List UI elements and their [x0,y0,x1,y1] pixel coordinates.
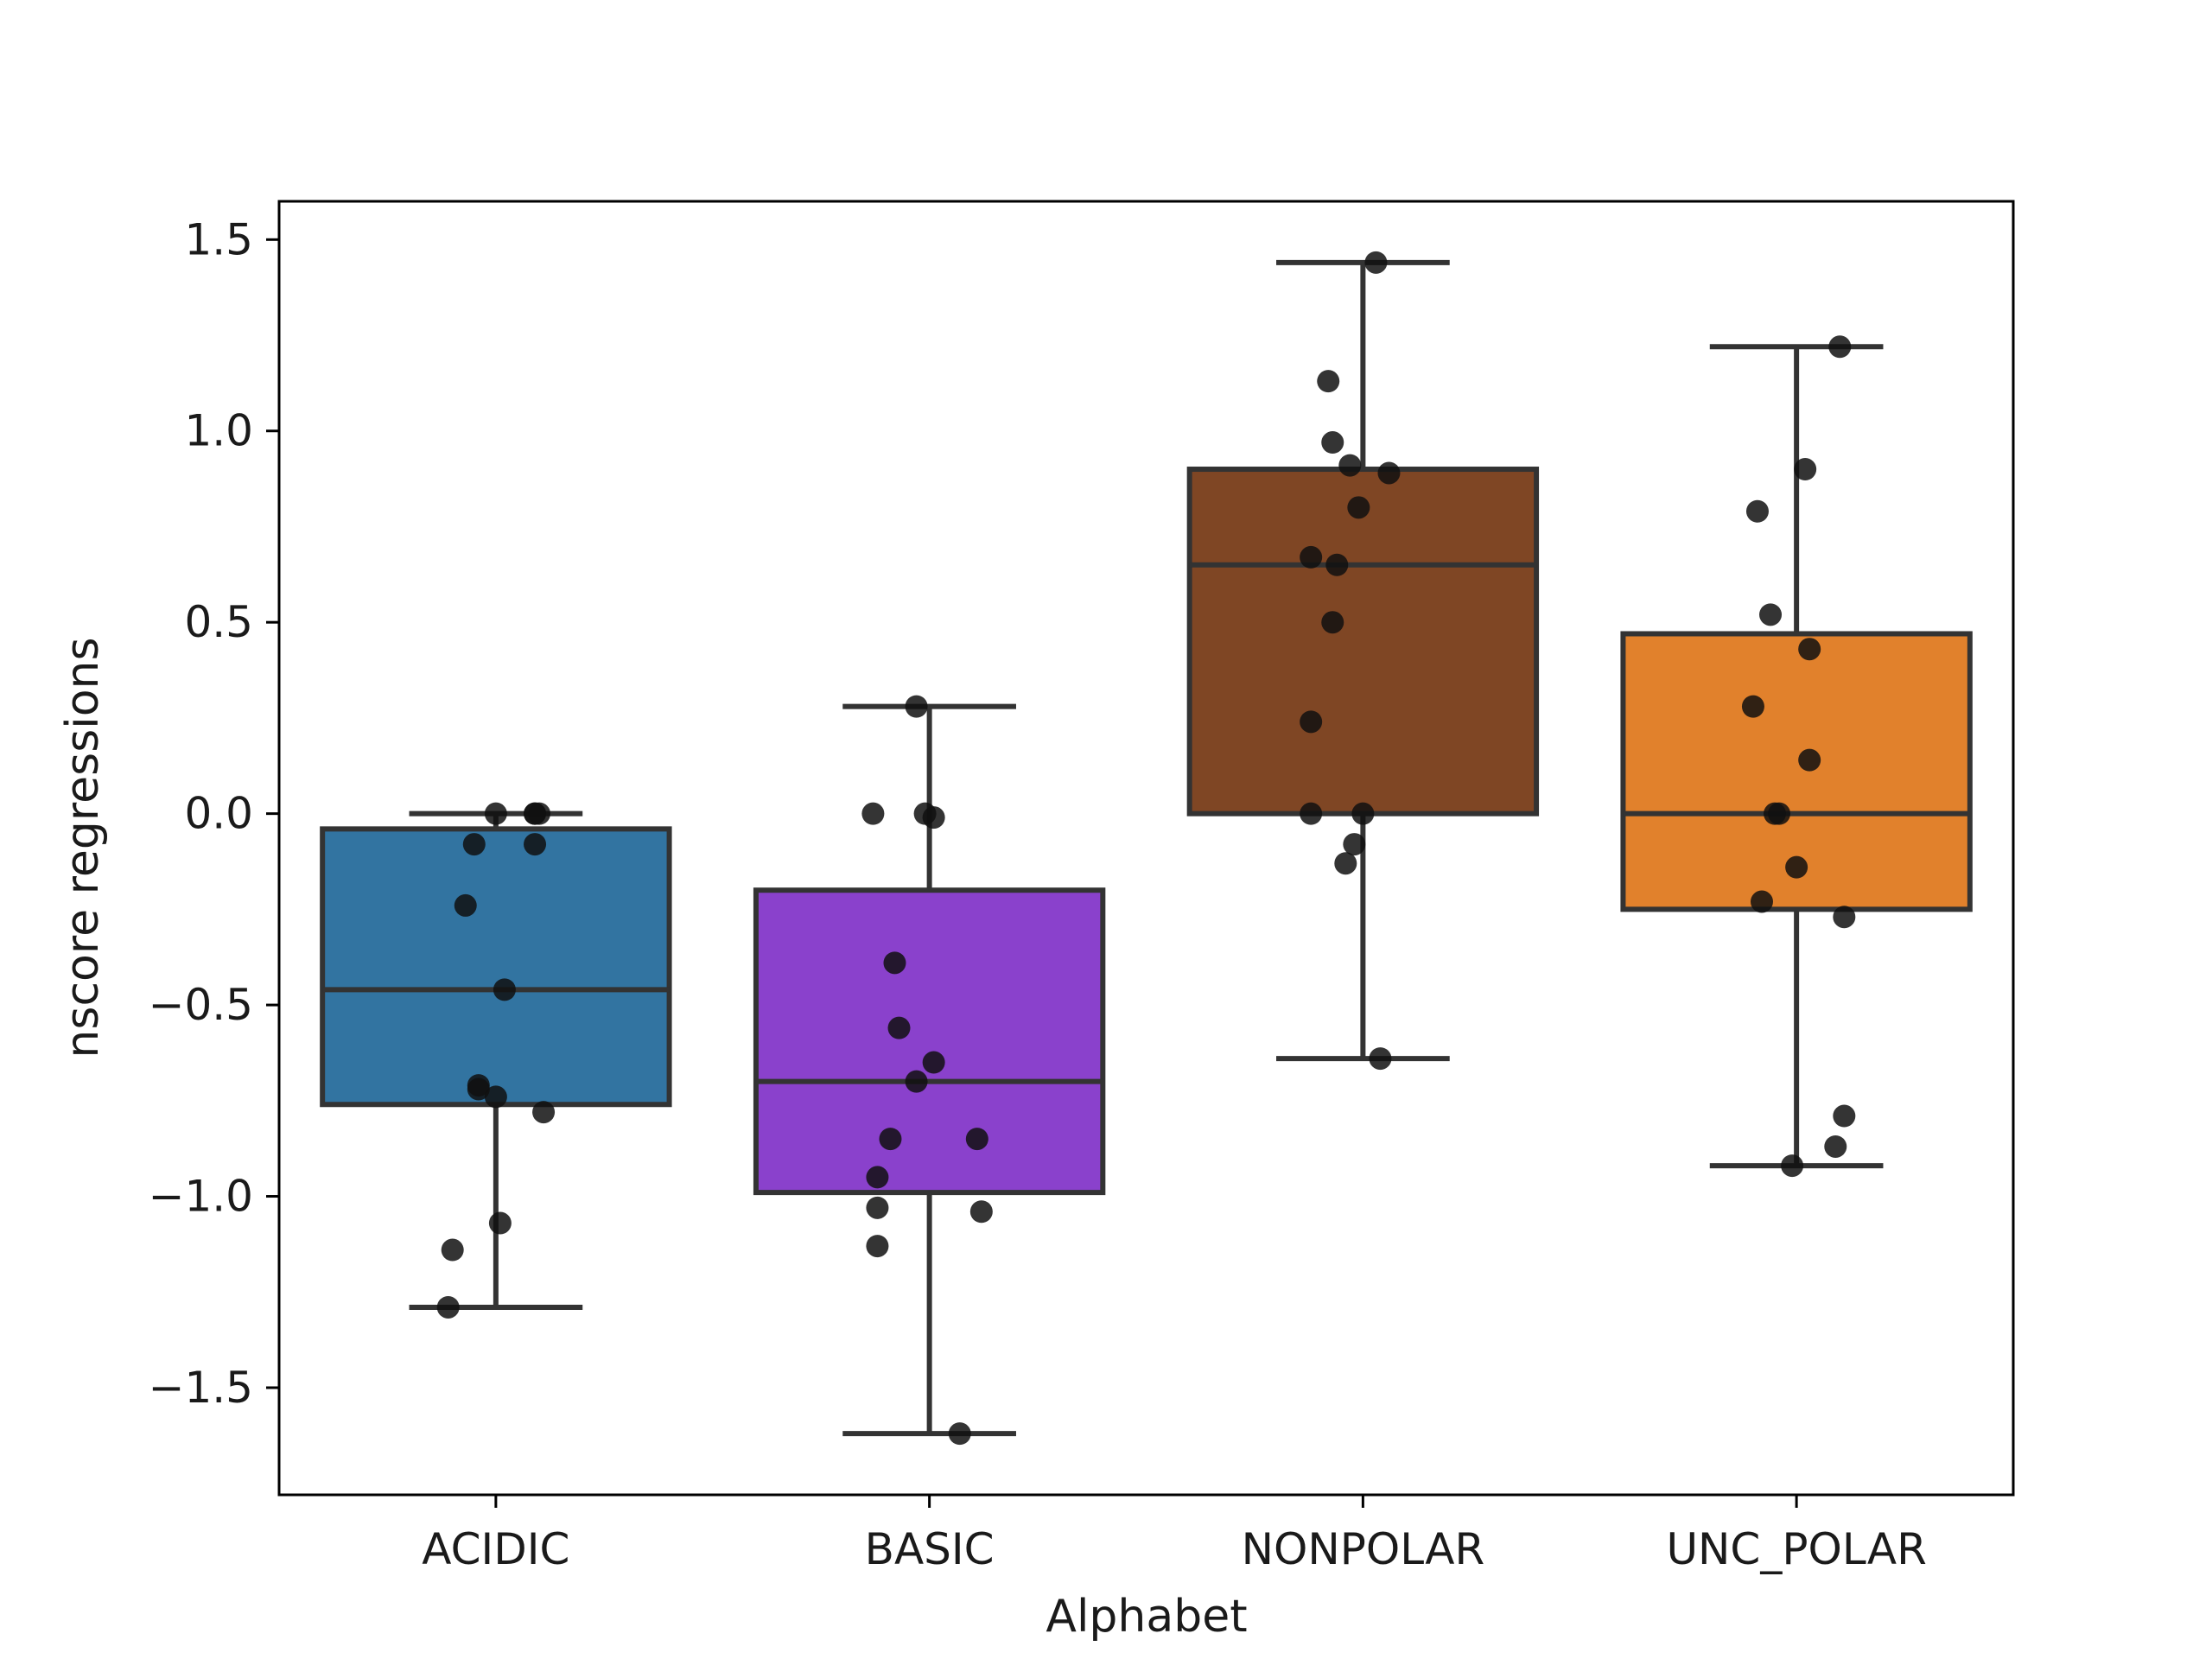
data-point-nonpolar [1338,454,1362,477]
x-tick-label-nonpolar: NONPOLAR [1242,1524,1485,1574]
y-tick-label: −1.5 [149,1363,253,1413]
data-point-unc-polar [1785,855,1808,879]
data-point-acidic [493,978,516,1001]
x-axis: ACIDIC BASIC NONPOLAR UNC_POLAR [422,1495,1927,1574]
data-point-basic [866,1235,889,1258]
data-point-unc-polar [1759,603,1783,626]
data-point-basic [922,1051,945,1074]
data-point-nonpolar [1364,251,1388,274]
data-point-basic [879,1128,902,1151]
data-point-basic [866,1166,889,1189]
box-nonpolar [1186,467,1540,817]
data-point-unc-polar [1768,802,1791,825]
box-group-acidic [320,810,672,1310]
boxes-layer [320,259,1973,1437]
data-point-acidic [441,1238,464,1262]
y-tick-label: −0.5 [149,980,253,1030]
data-point-unc-polar [1750,890,1773,913]
data-point-acidic [462,833,486,856]
box-acidic [320,826,672,1108]
data-point-nonpolar [1300,545,1323,569]
data-point-unc-polar [1794,458,1817,481]
data-point-unc-polar [1798,748,1821,772]
data-point-unc-polar [1781,1154,1804,1178]
data-point-acidic [454,893,477,917]
box-basic [753,887,1106,1196]
data-point-basic [905,695,928,718]
box-group-nonpolar [1186,259,1540,1062]
data-point-unc-polar [1833,906,1856,929]
data-point-acidic [484,802,507,825]
data-point-nonpolar [1369,1047,1392,1071]
data-point-nonpolar [1300,710,1323,734]
y-tick-label: −1.0 [149,1172,253,1222]
data-point-unc-polar [1741,695,1764,718]
data-point-acidic [436,1295,460,1319]
data-point-nonpolar [1321,611,1344,634]
y-axis-title: nscore regressions [57,637,109,1058]
data-point-nonpolar [1321,431,1344,454]
data-point-nonpolar [1377,461,1401,485]
data-point-acidic [484,1085,507,1109]
data-point-basic [905,1070,928,1093]
data-point-basic [922,806,945,830]
x-tick-label-unc-polar: UNC_POLAR [1666,1524,1926,1574]
data-point-basic [969,1200,993,1224]
data-point-unc-polar [1833,1104,1856,1128]
x-tick-label-acidic: ACIDIC [422,1524,569,1574]
data-point-basic [948,1422,971,1446]
data-point-basic [866,1196,889,1219]
data-point-basic [965,1128,988,1151]
x-axis-title: Alphabet [1046,1591,1247,1643]
data-point-nonpolar [1317,370,1340,393]
data-point-acidic [488,1211,512,1235]
y-tick-label: 1.0 [184,406,253,456]
data-point-nonpolar [1347,496,1370,519]
data-point-unc-polar [1824,1135,1847,1158]
x-tick-label-basic: BASIC [865,1524,995,1574]
data-point-nonpolar [1351,802,1375,825]
data-point-basic [861,802,885,825]
data-point-nonpolar [1325,553,1349,576]
data-point-acidic [524,833,547,856]
plot-frame [277,200,2015,1497]
box-group-basic [753,703,1106,1437]
data-point-unc-polar [1798,638,1821,661]
data-point-acidic [467,1077,490,1101]
data-point-nonpolar [1300,802,1323,825]
data-point-basic [887,1016,911,1039]
data-point-acidic [532,1101,556,1124]
y-axis: −1.5 −1.0 −0.5 0.0 0.5 1.0 1.5 [149,214,279,1413]
data-point-unc-polar [1828,335,1852,359]
data-point-unc-polar [1745,499,1769,523]
data-point-basic [883,951,906,975]
y-tick-label: 1.5 [184,214,253,264]
y-tick-label: 0.5 [184,597,253,647]
points-layer [436,251,1856,1446]
y-tick-label: 0.0 [184,789,253,839]
data-point-nonpolar [1334,852,1357,875]
data-point-acidic [524,802,547,825]
data-point-nonpolar [1343,833,1366,856]
